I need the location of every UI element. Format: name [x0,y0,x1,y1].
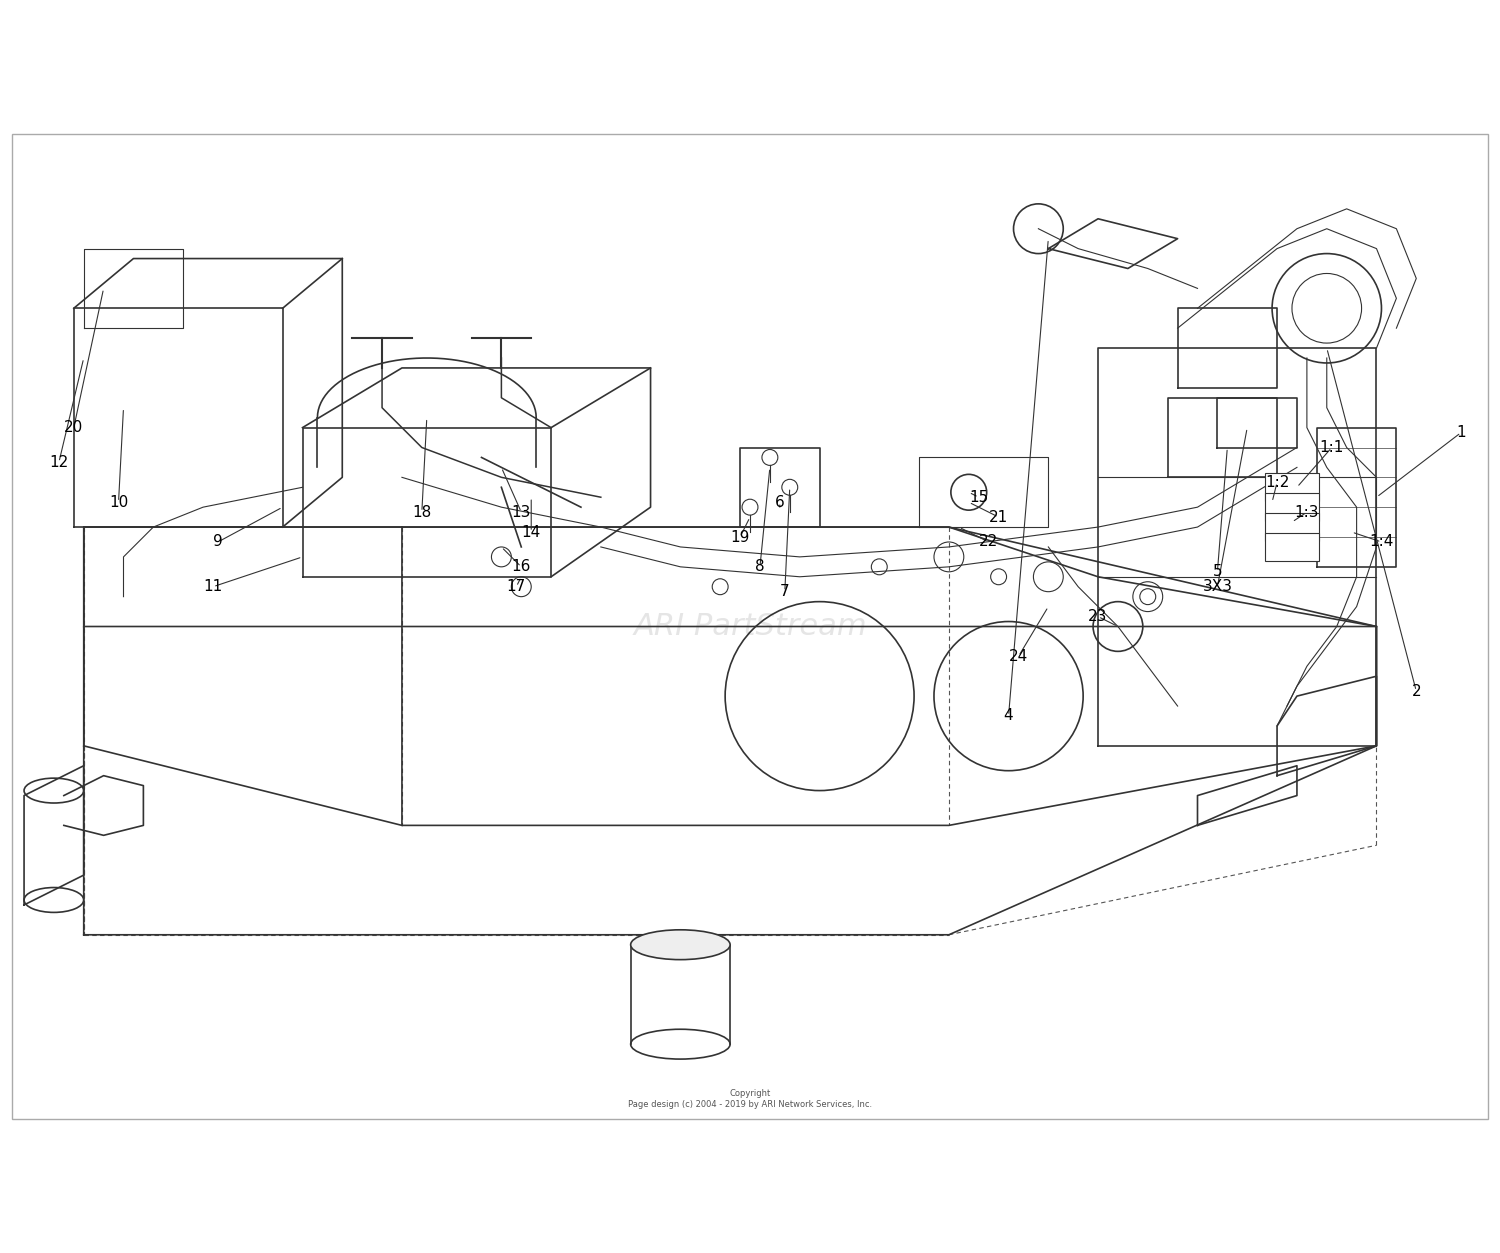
FancyBboxPatch shape [1264,533,1318,561]
FancyBboxPatch shape [1264,494,1318,521]
Text: 4: 4 [1004,708,1014,723]
Ellipse shape [630,930,730,960]
Text: 11: 11 [204,579,222,594]
Text: 1:3: 1:3 [1294,505,1318,520]
Text: 1: 1 [1456,425,1466,440]
Text: 24: 24 [1010,649,1028,664]
Text: 20: 20 [64,420,84,435]
Text: 7: 7 [780,584,789,599]
Text: 1:2: 1:2 [1264,475,1288,490]
Text: 21: 21 [988,510,1008,525]
Text: ARI PartStream: ARI PartStream [633,611,867,642]
Text: 12: 12 [50,455,69,470]
FancyBboxPatch shape [1264,474,1318,501]
Text: Copyright
Page design (c) 2004 - 2019 by ARI Network Services, Inc.: Copyright Page design (c) 2004 - 2019 by… [628,1089,872,1109]
Text: 6: 6 [776,495,784,510]
Bar [12,134,1488,1119]
Text: 9: 9 [213,535,223,550]
Text: 10: 10 [110,495,128,510]
Text: 16: 16 [512,559,531,574]
Text: 3X3: 3X3 [1203,579,1233,594]
Text: 5: 5 [1212,564,1222,579]
Text: 1:1: 1:1 [1320,440,1344,455]
Text: 19: 19 [730,530,750,545]
Text: 13: 13 [512,505,531,520]
Text: 8: 8 [754,559,765,574]
Text: 22: 22 [980,535,999,550]
Text: 23: 23 [1089,609,1107,624]
Text: 1:4: 1:4 [1370,535,1394,550]
Text: 17: 17 [507,579,526,594]
Text: 14: 14 [522,525,542,540]
FancyBboxPatch shape [1264,514,1318,541]
Text: 15: 15 [969,490,988,505]
Text: 2: 2 [1412,684,1420,699]
Text: 18: 18 [413,505,432,520]
